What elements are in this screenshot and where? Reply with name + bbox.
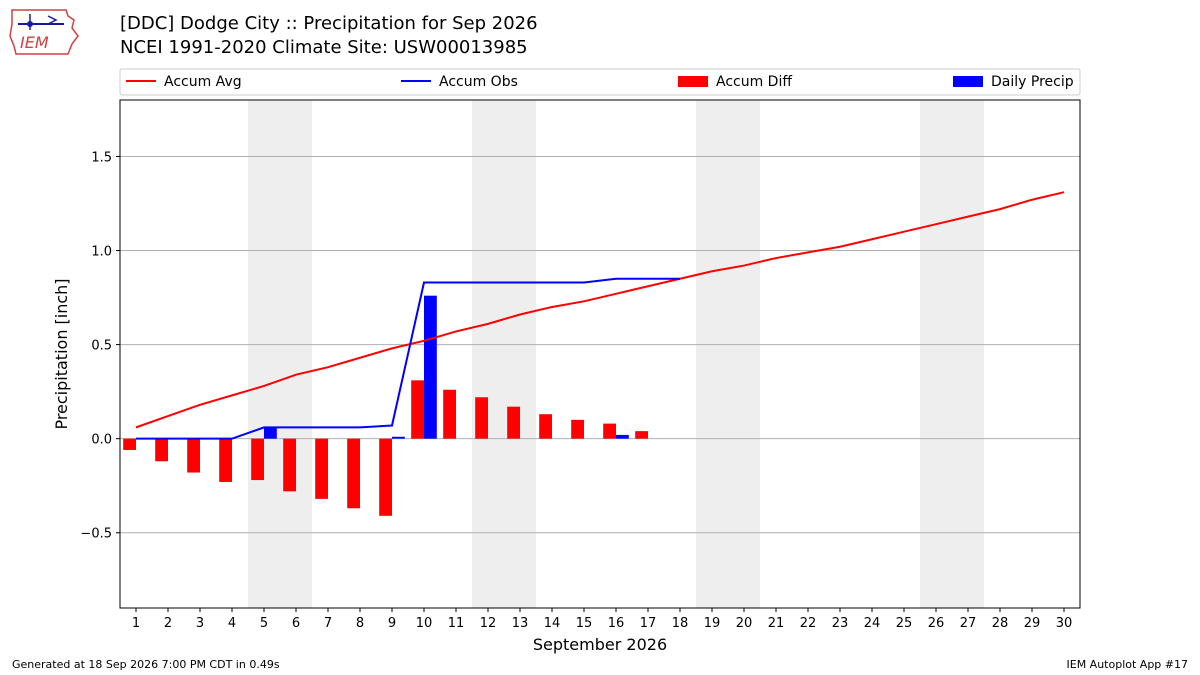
y-axis-label: Precipitation [inch] (52, 278, 71, 429)
legend: Accum Avg Accum Obs Accum Diff Daily Pre… (119, 68, 1081, 96)
x-tick-label: 5 (260, 616, 268, 631)
accum-diff-bar (123, 438, 136, 450)
x-tick-label: 22 (800, 616, 817, 631)
accum-diff-bar (571, 419, 584, 439)
chart-title: [DDC] Dodge City :: Precipitation for Se… (120, 13, 538, 34)
x-tick-label: 1 (132, 616, 140, 631)
y-gridlines (120, 155, 1080, 534)
x-tick-label: 7 (324, 616, 332, 631)
x-tick-label: 24 (864, 616, 881, 631)
x-tick-label: 2 (164, 616, 172, 631)
x-tick-label: 26 (928, 616, 945, 631)
accum-diff-bar (187, 438, 200, 473)
y-tick-label: 0.5 (91, 339, 112, 354)
accum-diff-bar (443, 389, 456, 439)
x-tick-label: 4 (228, 616, 236, 631)
x-tick-label: 3 (196, 616, 204, 631)
x-tick-label: 14 (544, 616, 561, 631)
legend-daily-precip-swatch (953, 76, 983, 87)
plot-frame (119, 99, 1081, 609)
x-tick-label: 8 (356, 616, 364, 631)
daily-precip-bar (392, 436, 405, 439)
accum-diff-bar (347, 438, 360, 509)
accum-diff-bar (155, 438, 168, 462)
daily-precip-bar (616, 434, 629, 439)
x-tick-label: 16 (608, 616, 625, 631)
y-axis-ticks: −0.5 0.0 0.5 1.0 1.5 (80, 150, 120, 542)
accum-avg-line (135, 191, 1065, 429)
accum-diff-bar (251, 438, 264, 481)
accum-diff-bar (603, 423, 616, 439)
x-axis-label: September 2026 (533, 635, 667, 654)
bar-series (123, 295, 648, 516)
accum-diff-bar (507, 406, 520, 439)
accum-diff-bar (635, 431, 648, 439)
x-tick-label: 13 (512, 616, 529, 631)
weekend-band (696, 100, 760, 608)
weekend-band (248, 100, 312, 608)
accum-diff-bar (475, 397, 488, 439)
legend-accum-diff-swatch (678, 76, 708, 87)
accum-diff-bar (411, 380, 424, 439)
daily-precip-bar (424, 295, 437, 439)
x-tick-label: 23 (832, 616, 849, 631)
accum-diff-bar (219, 438, 232, 482)
x-tick-label: 27 (960, 616, 977, 631)
x-tick-label: 19 (704, 616, 721, 631)
app-label: IEM Autoplot App #17 (1066, 658, 1189, 671)
x-axis-ticks: 1 2 3 4 5 6 7 8 9 10 11 12 13 14 15 16 17 18 19 20 21 22 23 24 2… (132, 608, 1072, 631)
daily-precip-bar (264, 427, 277, 439)
weekend-shading (248, 100, 984, 608)
generated-timestamp: Generated at 18 Sep 2026 7:00 PM CDT in … (12, 658, 280, 671)
x-tick-label: 15 (576, 616, 593, 631)
accum-diff-bar (379, 438, 392, 516)
x-tick-label: 10 (416, 616, 433, 631)
legend-accum-avg-label: Accum Avg (164, 74, 242, 90)
x-tick-label: 12 (480, 616, 497, 631)
accum-diff-bar (283, 438, 296, 492)
x-tick-label: 28 (992, 616, 1009, 631)
accum-obs-line (136, 277, 680, 440)
x-tick-label: 29 (1024, 616, 1041, 631)
x-tick-label: 20 (736, 616, 753, 631)
x-tick-label: 11 (448, 616, 465, 631)
weekend-band (920, 100, 984, 608)
chart-subtitle: NCEI 1991-2020 Climate Site: USW00013985 (120, 37, 528, 58)
y-tick-label: −0.5 (80, 527, 112, 542)
x-tick-label: 17 (640, 616, 657, 631)
iem-logo: IEM (9, 9, 79, 55)
x-tick-label: 18 (672, 616, 689, 631)
legend-box (119, 68, 1081, 96)
x-tick-label: 25 (896, 616, 913, 631)
x-tick-label: 9 (388, 616, 396, 631)
accum-diff-bar (539, 414, 552, 439)
x-tick-label: 30 (1056, 616, 1073, 631)
legend-daily-precip-label: Daily Precip (991, 74, 1074, 90)
legend-accum-obs-label: Accum Obs (439, 74, 518, 90)
y-tick-label: 1.0 (91, 245, 112, 260)
x-tick-label: 21 (768, 616, 785, 631)
y-tick-label: 0.0 (91, 433, 112, 448)
y-tick-label: 1.5 (91, 150, 112, 165)
legend-accum-diff-label: Accum Diff (716, 74, 792, 90)
accum-diff-bar (315, 438, 328, 499)
x-tick-label: 6 (292, 616, 300, 631)
weekend-band (472, 100, 536, 608)
line-series (135, 191, 1065, 440)
logo-text: IEM (20, 33, 49, 52)
